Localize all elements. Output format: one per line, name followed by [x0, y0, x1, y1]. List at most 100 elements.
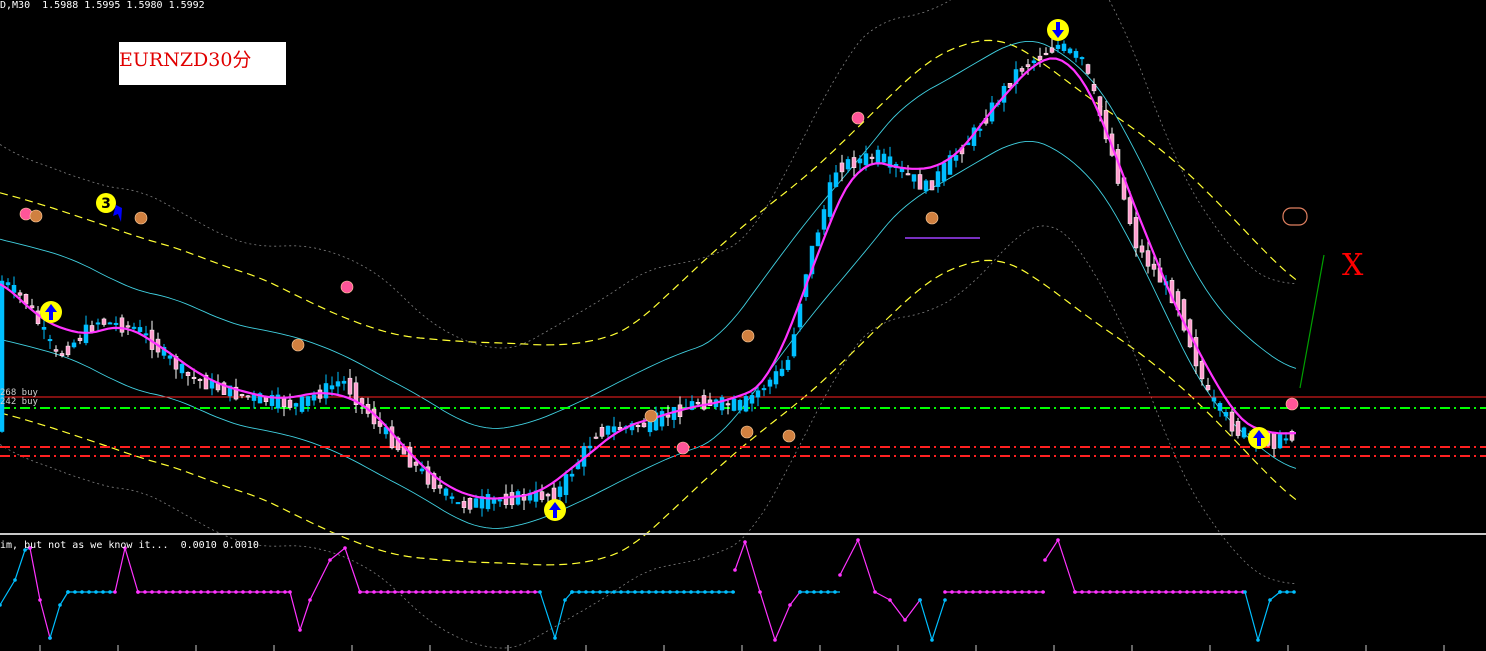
candle-body	[833, 172, 839, 187]
x-mark: X	[1342, 248, 1364, 283]
osc-dot	[298, 628, 302, 632]
candle-body	[29, 305, 35, 309]
osc-dot	[978, 590, 982, 594]
osc-dot	[365, 590, 369, 594]
osc-dot	[372, 590, 376, 594]
candle-body	[857, 158, 863, 164]
candle-body	[779, 368, 785, 376]
osc-dot	[379, 590, 383, 594]
osc-wave	[289, 546, 361, 633]
osc-dot	[903, 618, 907, 622]
candle-body	[17, 292, 23, 296]
candle-body	[1145, 250, 1151, 267]
candle-body	[221, 382, 227, 395]
panel-separator[interactable]	[0, 533, 1486, 535]
osc-dot	[1101, 590, 1105, 594]
badge-disc	[96, 193, 116, 213]
osc-dot	[1268, 598, 1272, 602]
candle-body	[455, 502, 461, 505]
osc-dot	[87, 590, 91, 594]
osc-dot	[1164, 590, 1168, 594]
candle-body	[479, 496, 485, 509]
chart-header: D,M30 1.5988 1.5995 1.5980 1.5992	[0, 0, 205, 11]
osc-dot	[192, 590, 196, 594]
candle-body	[1217, 402, 1223, 411]
candle-body	[1139, 245, 1145, 253]
candle-body	[1037, 55, 1043, 60]
candle-body	[863, 153, 869, 166]
candle-body	[1067, 48, 1073, 54]
candle-body	[815, 232, 821, 247]
osc-dot	[113, 590, 117, 594]
osc-dot	[178, 590, 182, 594]
osc-dot	[262, 590, 266, 594]
osc-dot	[743, 540, 747, 544]
badge-pointer-icon	[113, 205, 122, 222]
osc-dot	[661, 590, 665, 594]
candle-body	[497, 499, 503, 502]
osc-dot	[484, 590, 488, 594]
candle-body	[743, 396, 749, 412]
osc-dot	[788, 603, 792, 607]
arrow-up-icon	[1253, 430, 1265, 446]
osc-dot	[463, 590, 467, 594]
candle-body	[887, 156, 893, 168]
signal-dot-icon	[740, 425, 754, 439]
candle-body	[1079, 57, 1085, 60]
candle-body	[281, 398, 287, 408]
osc-dot	[626, 590, 630, 594]
candle-body	[1061, 43, 1067, 52]
osc-dot	[136, 590, 140, 594]
osc-dot	[428, 590, 432, 594]
osc-dot	[833, 590, 837, 594]
bands-layer	[0, 0, 1297, 649]
envelope-upper	[0, 40, 1297, 429]
osc-dot	[393, 590, 397, 594]
candles-layer	[0, 37, 1295, 517]
osc-dot	[605, 590, 609, 594]
osc-peak	[1044, 538, 1076, 593]
osc-dot	[1157, 590, 1161, 594]
osc-dot	[150, 590, 154, 594]
osc-dot	[108, 590, 112, 594]
candle-body	[929, 180, 935, 191]
candle-body	[701, 395, 707, 410]
osc-dot	[1034, 590, 1038, 594]
osc-dot	[269, 590, 273, 594]
osc-dot	[255, 590, 259, 594]
osc-dot	[710, 590, 714, 594]
candle-body	[467, 498, 473, 510]
candle-body	[0, 280, 5, 432]
osc-dot	[1115, 590, 1119, 594]
osc-dot	[13, 578, 17, 582]
candle-body	[1289, 431, 1295, 441]
candle-body	[851, 157, 857, 168]
osc-dot	[58, 603, 62, 607]
osc-dot	[328, 558, 332, 562]
signal-dot-icon	[782, 429, 796, 443]
osc-dot	[73, 590, 77, 594]
osc-dot	[1243, 590, 1247, 594]
osc-dot	[308, 598, 312, 602]
candle-body	[305, 396, 311, 406]
candle-body	[953, 155, 959, 161]
osc-dot	[1192, 590, 1196, 594]
candle-body	[203, 374, 209, 390]
osc-dot	[449, 590, 453, 594]
osc-dot	[0, 603, 2, 607]
candle-body	[839, 162, 845, 173]
projection-line	[1299, 254, 1325, 389]
candle-body	[299, 396, 305, 412]
osc-dot	[491, 590, 495, 594]
markers-layer: 3	[19, 19, 1308, 521]
candle-body	[1049, 47, 1055, 53]
osc-dot	[758, 590, 762, 594]
candle-body	[143, 333, 149, 336]
osc-dot	[1020, 590, 1024, 594]
osc-dot	[985, 590, 989, 594]
buy-arrow-2	[544, 499, 566, 521]
osc-wave	[919, 599, 946, 643]
osc-dot	[505, 590, 509, 594]
osc-dot	[577, 590, 581, 594]
